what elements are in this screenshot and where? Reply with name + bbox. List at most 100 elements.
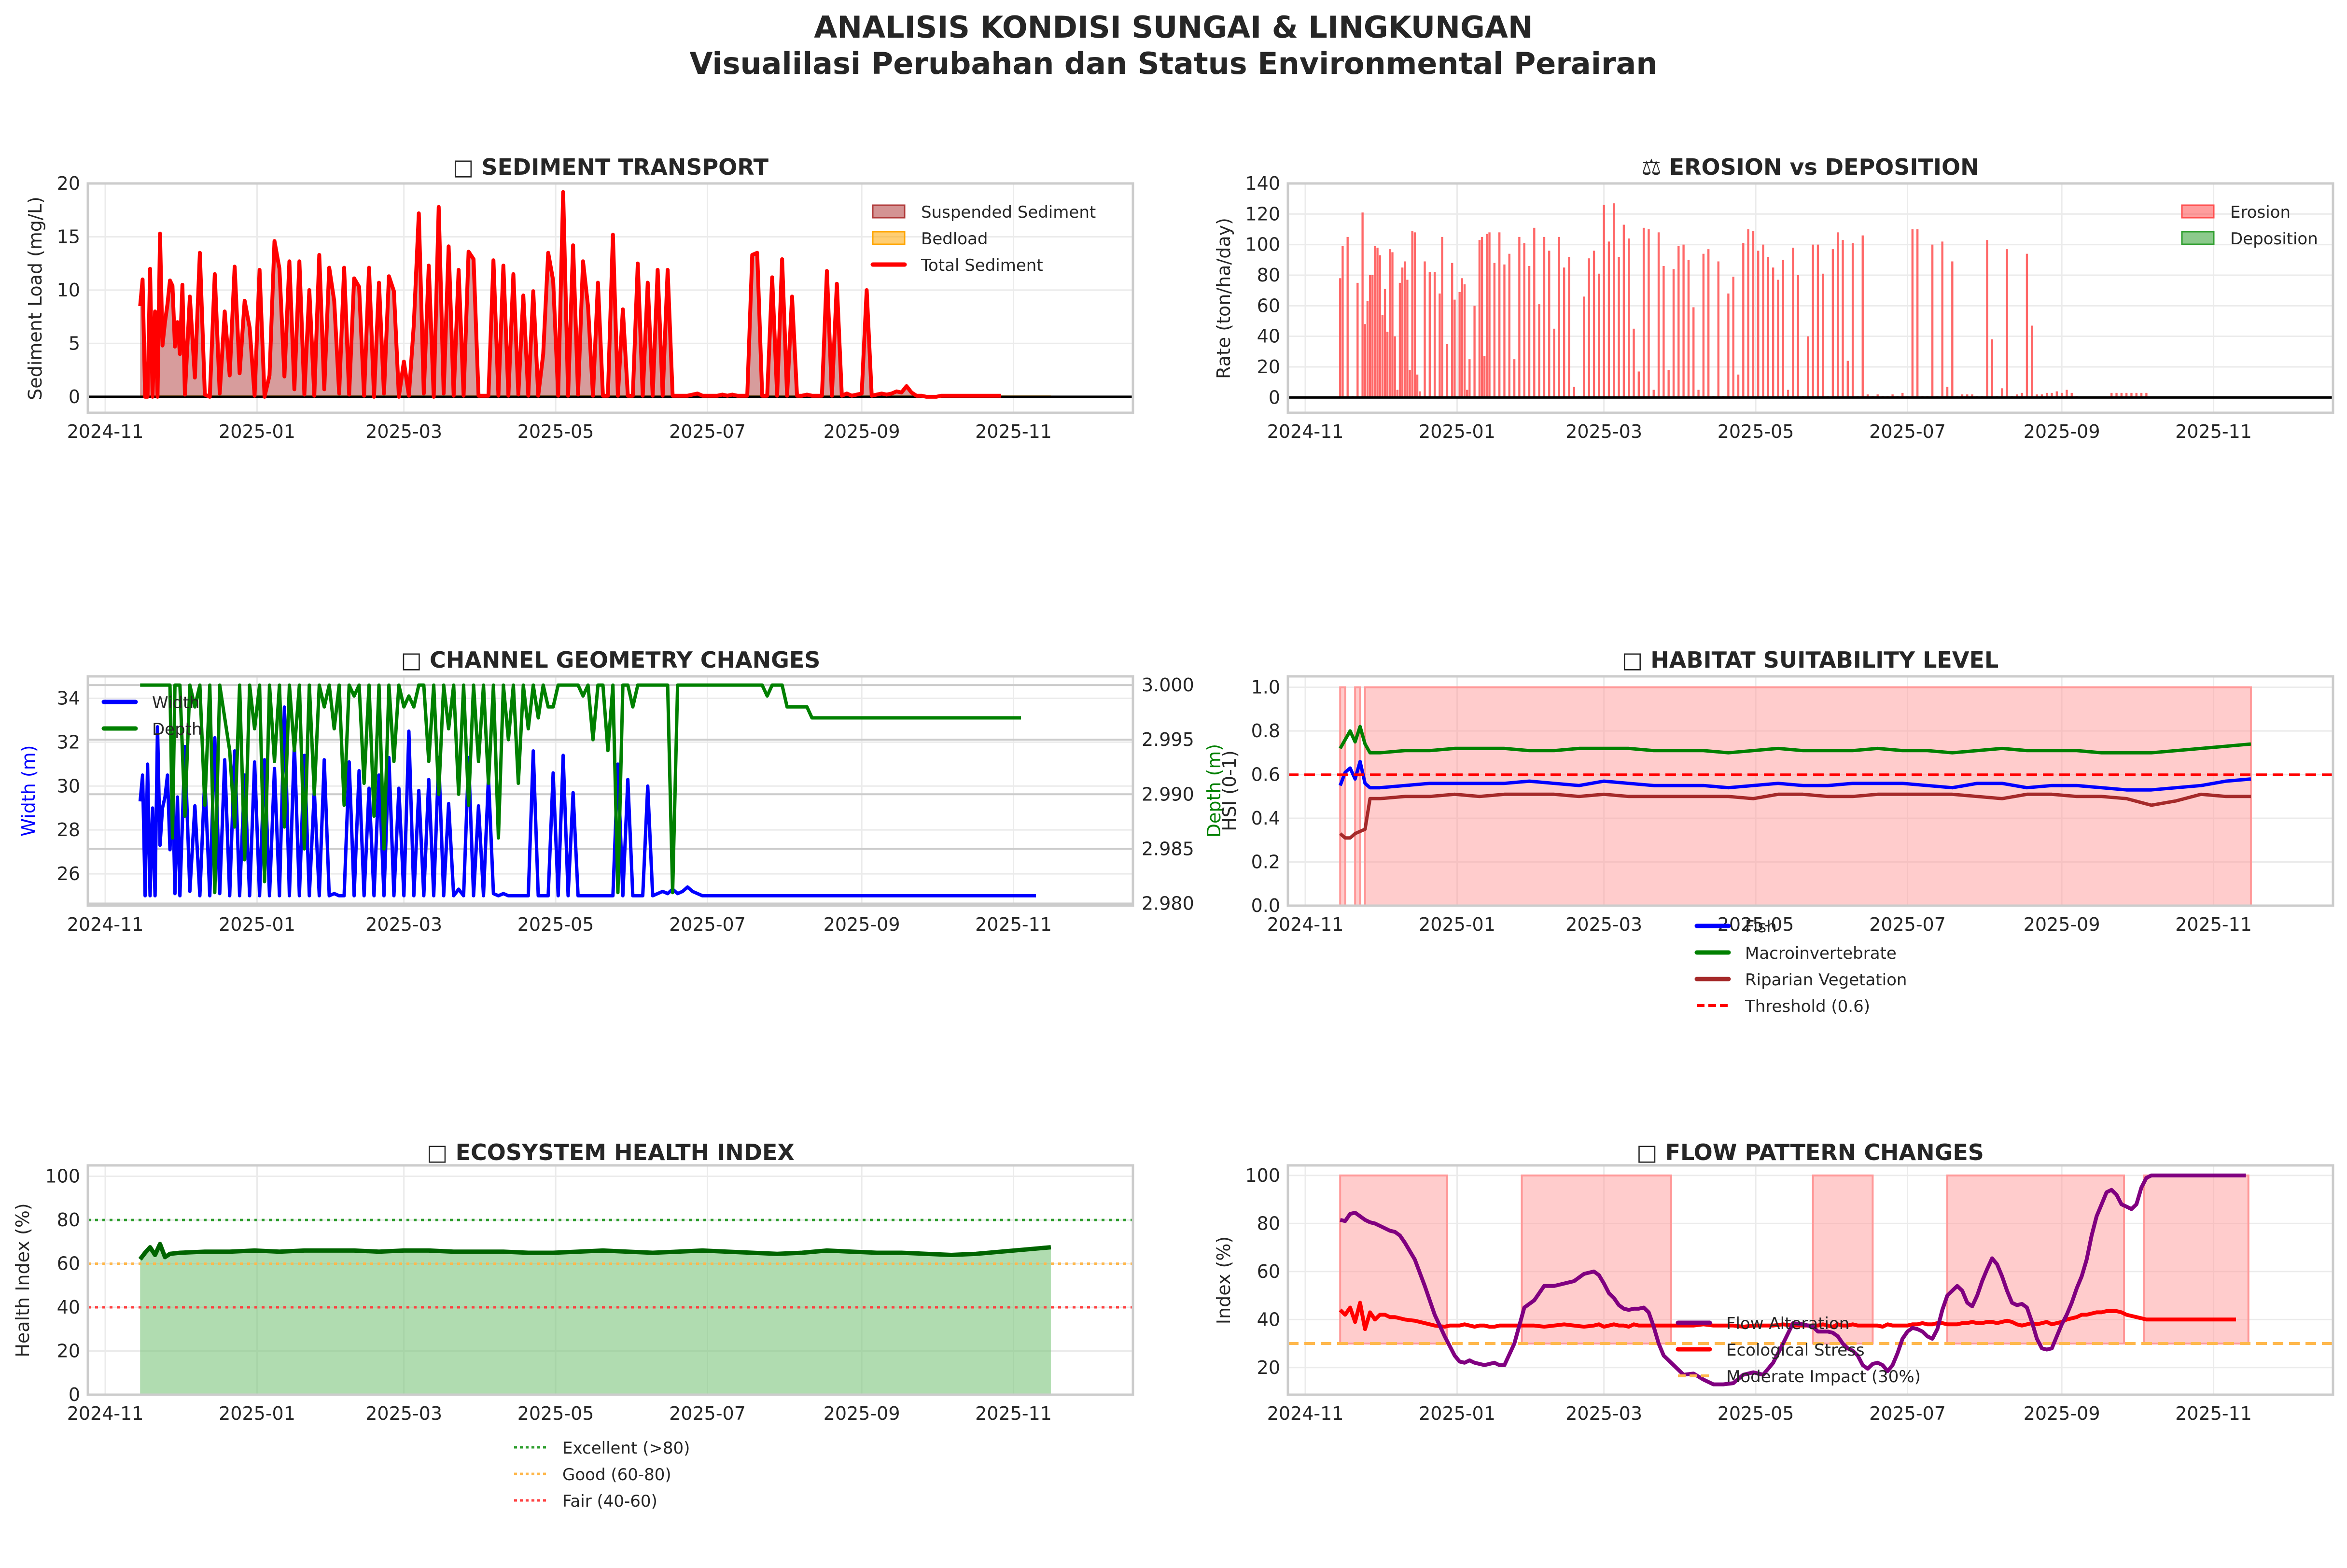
legend-label: Riparian Vegetation [1745, 970, 1907, 990]
erosion-bar [1657, 232, 1660, 398]
erosion-bar [1391, 252, 1394, 398]
y-tick-label: 20 [57, 1341, 80, 1362]
erosion-bar [1478, 240, 1481, 398]
erosion-bar [1931, 244, 1934, 398]
legend-label: Bedload [921, 229, 988, 249]
erosion-bar [1461, 278, 1464, 398]
erosion-bar [1483, 356, 1486, 398]
erosion-bar [1533, 227, 1536, 398]
erosion-bar [1682, 244, 1685, 398]
x-tick-label: 2025-01 [1419, 1403, 1495, 1424]
erosion-bar [1366, 301, 1369, 398]
x-tick-label: 2025-01 [219, 421, 295, 442]
y-tick-label: 80 [57, 1209, 80, 1231]
y-tick-label: 30 [57, 775, 80, 797]
x-tick-label: 2025-07 [669, 1403, 746, 1424]
erosion-bar [1648, 229, 1650, 398]
legend-label: Fish [1745, 917, 1777, 937]
axes-frame [1286, 675, 2334, 907]
erosion-bar [1593, 251, 1595, 398]
erosion-bar [1662, 266, 1665, 398]
erosion-bar [1488, 232, 1491, 398]
x-tick-label: 2025-09 [824, 1403, 900, 1424]
erosion-bar [1523, 243, 1525, 398]
x-tick-label: 2025-07 [1869, 421, 1946, 442]
suspended-legend-swatch [872, 204, 906, 219]
x-tick-label: 2025-01 [1419, 914, 1495, 935]
x-tick-label: 2024-11 [67, 914, 144, 935]
x-tick-label: 2024-11 [1267, 421, 1344, 442]
erosion-bar [1558, 237, 1561, 398]
erosion-bar [1782, 260, 1784, 398]
y-right-tick-label: 2.980 [1142, 893, 1194, 914]
y-right-tick-label: 2.995 [1142, 729, 1194, 750]
y-right-tick-label: 2.985 [1142, 838, 1194, 859]
y-tick-label: 0.0 [1251, 895, 1280, 916]
panel-erosion-deposition: ⚖ EROSION vs DEPOSITION Rate (ton/ha/day… [1213, 154, 2334, 442]
y-right-tick-label: 3.000 [1142, 674, 1194, 696]
high-alteration-band [1521, 1174, 1672, 1345]
erosion-bar [1466, 390, 1468, 398]
erosion-bar [1622, 224, 1625, 398]
x-tick-label: 2025-01 [219, 1403, 295, 1424]
erosion-bar [1341, 246, 1344, 398]
panel-title: □ HABITAT SUITABILITY LEVEL [1622, 647, 1998, 673]
erosion-bar [1486, 234, 1488, 398]
erosion-bar [1389, 249, 1391, 398]
legend: Flow Alteration Ecological Stress Moderate… [1676, 1314, 1921, 1386]
y-tick-label: 80 [1257, 265, 1280, 286]
erosion-bar [1846, 361, 1849, 398]
y-tick-label: 0 [1269, 387, 1280, 408]
x-tick-label: 2025-11 [975, 1403, 1052, 1424]
y-axis-label-right: Depth (m) [1203, 744, 1225, 838]
erosion-bar [1732, 277, 1734, 398]
erosion-bar [1607, 241, 1610, 398]
erosion-bar [1767, 257, 1770, 398]
axes-frame [1286, 182, 2334, 414]
erosion-bar [1409, 370, 1411, 398]
y-tick-label: 5 [69, 333, 80, 354]
legend-label: Total Sediment [921, 256, 1043, 275]
panel-title: ⚖ EROSION vs DEPOSITION [1641, 154, 1979, 180]
x-tick-label: 2024-11 [67, 421, 144, 442]
erosion-bar [2046, 392, 2048, 398]
erosion-bar [1911, 229, 1914, 398]
y-tick-label: 10 [57, 280, 80, 301]
high-alteration-band [1946, 1174, 2125, 1345]
y-tick-label: 26 [57, 863, 80, 884]
erosion-bar [1851, 243, 1854, 398]
erosion-bar [1941, 241, 1943, 398]
legend-label: Width [152, 693, 200, 713]
erosion-bar [1812, 244, 1814, 398]
legend-label: Threshold (0.6) [1745, 997, 1870, 1016]
erosion-bar [1707, 249, 1710, 398]
y-axis-label: HSI (0-1) [1219, 750, 1240, 831]
panel-title: □ FLOW PATTERN CHANGES [1636, 1139, 1984, 1165]
erosion-bar [1356, 282, 1359, 398]
x-tick-label: 2025-05 [1718, 421, 1794, 442]
x-tick-label: 2025-09 [2024, 421, 2100, 442]
y-tick-label: 60 [1257, 1261, 1280, 1282]
x-tick-label: 2025-09 [2024, 914, 2100, 935]
erosion-bar [1439, 294, 1441, 398]
erosion-bar [1498, 232, 1501, 398]
x-tick-label: 2025-07 [669, 421, 746, 442]
erosion-bar [2135, 392, 2137, 398]
x-tick-label: 2024-11 [1267, 914, 1344, 935]
x-tick-label: 2025-03 [1565, 914, 1642, 935]
erosion-bar [1966, 394, 1969, 398]
erosion-bar [1916, 229, 1919, 398]
erosion-bar [1986, 240, 1988, 398]
y-tick-label: 100 [1245, 234, 1280, 255]
panel-title: □ CHANNEL GEOMETRY CHANGES [401, 647, 821, 673]
erosion-bar [1404, 261, 1406, 398]
x-tick-label: 2025-11 [2175, 1403, 2252, 1424]
erosion-bar [1493, 263, 1496, 398]
erosion-bar [1866, 394, 1869, 398]
erosion-bar [2031, 325, 2033, 398]
y-tick-label: 34 [57, 687, 80, 709]
erosion-bar [1861, 235, 1864, 398]
legend: Erosion Deposition [2181, 203, 2318, 249]
erosion-bar [1971, 394, 1973, 398]
